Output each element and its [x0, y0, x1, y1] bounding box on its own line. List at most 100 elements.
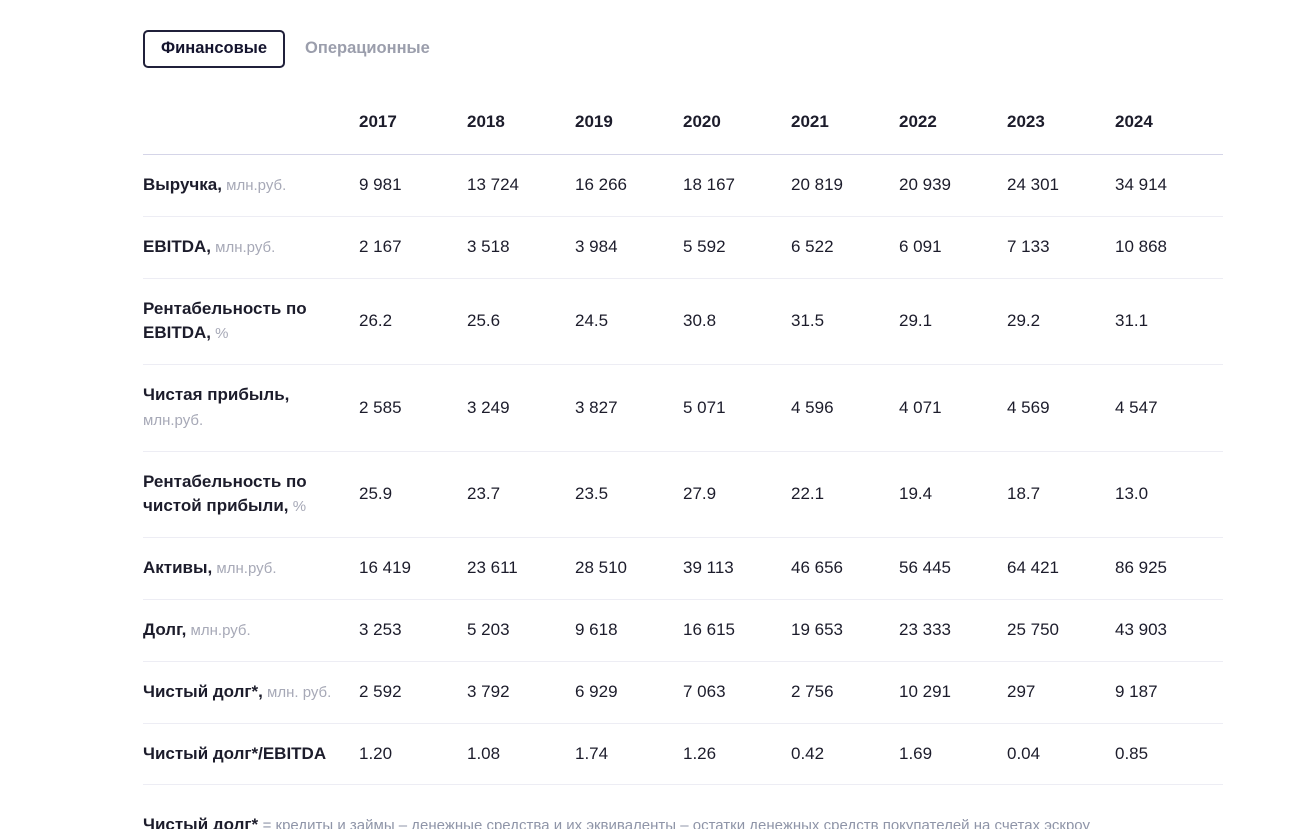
- table-row: Чистый долг*/EBITDA 1.20 1.08 1.74 1.26 0.42 1…: [143, 723, 1223, 784]
- metric-value: 28 510: [575, 558, 627, 577]
- metric-unit: млн.руб.: [143, 411, 204, 429]
- metric-name: EBITDA,: [143, 236, 211, 256]
- metric-value: 1.69: [899, 743, 933, 763]
- footnote-definition: = кредиты и займы – денежные средства и …: [262, 816, 1090, 829]
- metric-value: 25.6: [467, 311, 501, 330]
- year-column-header: 2019: [575, 111, 613, 131]
- metric-value: 0.85: [1115, 743, 1149, 763]
- metric-value: 5 592: [683, 237, 726, 256]
- metric-value: 22.1: [791, 484, 825, 503]
- metric-value: 29.1: [899, 311, 933, 330]
- metric-value: 24 301: [1007, 175, 1059, 194]
- metric-label: Чистая прибыль, млн.руб.: [143, 364, 359, 451]
- tabs: Финансовые Операционные: [143, 30, 1294, 68]
- metric-value: 26.2: [359, 311, 393, 330]
- metric-label: Долг, млн.руб.: [143, 599, 359, 661]
- year-column-header: 2024: [1115, 111, 1153, 131]
- table-row: Долг, млн.руб. 3 253 5 203 9 618 16 615 19 65…: [143, 599, 1223, 661]
- metric-value: 297: [1007, 682, 1036, 701]
- metric-value: 2 585: [359, 397, 402, 417]
- table-row: Чистая прибыль, млн.руб. 2 585 3 249 3 827 5…: [143, 364, 1223, 451]
- year-column-header: 2023: [1007, 111, 1045, 131]
- table-row: Рентабельность по чистой прибыли, % 25.9 2…: [143, 451, 1223, 537]
- metric-value: 46 656: [791, 558, 843, 577]
- metric-value: 9 187: [1115, 682, 1158, 701]
- metric-value: 3 984: [575, 237, 618, 256]
- metric-unit: млн. руб.: [262, 683, 332, 701]
- metric-name: Рентабельность по EBITDA,: [143, 298, 307, 342]
- metric-value: 25 750: [1007, 620, 1059, 639]
- metric-value: 16 266: [575, 175, 627, 194]
- metric-value: 18 167: [683, 175, 735, 194]
- year-column-header: 2021: [791, 111, 829, 131]
- metric-unit: млн.руб.: [212, 559, 277, 577]
- financial-indicators-table: 2017 2018 2019 2020 2021 2022 2023 2024 Выручка…: [143, 112, 1223, 785]
- metric-value: 16 615: [683, 620, 735, 639]
- metric-value: 7 063: [683, 682, 726, 701]
- year-column-header: 2017: [359, 111, 397, 131]
- metric-value: 3 249: [467, 397, 510, 417]
- metric-label: Рентабельность по EBITDA, %: [143, 278, 359, 364]
- metric-value: 3 792: [467, 682, 510, 701]
- metric-value: 30.8: [683, 311, 717, 330]
- metric-label: Рентабельность по чистой прибыли, %: [143, 451, 359, 537]
- year-column-header: 2020: [683, 111, 721, 131]
- metric-value: 3 253: [359, 620, 402, 639]
- table-row: EBITDA, млн.руб. 2 167 3 518 3 984 5 592 6 52…: [143, 216, 1223, 278]
- metric-value: 1.74: [575, 743, 609, 763]
- metric-label: Активы, млн.руб.: [143, 537, 359, 599]
- metric-name: Чистый долг*,: [143, 681, 263, 701]
- metric-value: 13.0: [1115, 484, 1149, 503]
- metric-unit: млн.руб.: [211, 238, 276, 256]
- metric-value: 19 653: [791, 620, 843, 639]
- metric-value: 0.04: [1007, 743, 1041, 763]
- metric-label: Чистый долг*/EBITDA: [143, 723, 359, 784]
- metric-name: Чистый долг*/EBITDA: [143, 743, 327, 763]
- metric-value: 2 756: [791, 682, 834, 701]
- table-row: Активы, млн.руб. 16 419 23 611 28 510 39 113…: [143, 537, 1223, 599]
- metric-value: 23.5: [575, 484, 609, 503]
- metric-value: 10 291: [899, 682, 951, 701]
- metric-value: 16 419: [359, 558, 411, 577]
- metric-value: 18.7: [1007, 484, 1041, 503]
- metric-unit: млн.руб.: [221, 176, 287, 194]
- metric-value: 23 333: [899, 620, 951, 639]
- metric-value: 27.9: [683, 484, 717, 503]
- metric-value: 10 868: [1115, 237, 1167, 256]
- metric-value: 29.2: [1007, 311, 1041, 330]
- metric-label: Выручка, млн.руб.: [143, 154, 359, 216]
- metric-value: 7 133: [1007, 237, 1050, 256]
- metric-value: 4 569: [1007, 397, 1050, 417]
- metric-value: 5 203: [467, 620, 510, 639]
- metric-value: 6 929: [575, 682, 618, 701]
- footnote-term: Чистый долг*: [143, 814, 259, 829]
- metric-value: 3 518: [467, 237, 510, 256]
- metric-value: 9 981: [359, 175, 402, 194]
- metric-label: EBITDA, млн.руб.: [143, 216, 359, 278]
- metric-value: 23 611: [467, 558, 518, 577]
- tab-operational[interactable]: Операционные: [305, 32, 430, 66]
- metric-label: Чистый долг*, млн. руб.: [143, 661, 359, 723]
- metric-value: 1.20: [359, 743, 393, 763]
- metric-value: 4 547: [1115, 397, 1158, 417]
- metric-value: 9 618: [575, 620, 618, 639]
- table-row: Рентабельность по EBITDA, % 26.2 25.6 24.5 3…: [143, 278, 1223, 364]
- metric-value: 24.5: [575, 311, 609, 330]
- metric-value: 6 522: [791, 237, 834, 256]
- metric-value: 1.08: [467, 743, 501, 763]
- metric-unit: %: [211, 324, 229, 342]
- metric-value: 4 596: [791, 397, 834, 417]
- metric-name: Активы,: [143, 557, 213, 577]
- metric-value: 39 113: [683, 558, 734, 577]
- metric-name: Чистая прибыль,: [143, 384, 290, 404]
- metric-value: 20 819: [791, 175, 843, 194]
- metric-value: 25.9: [359, 484, 393, 503]
- metric-unit: %: [288, 497, 307, 515]
- year-column-header: 2022: [899, 111, 937, 131]
- metric-value: 64 421: [1007, 558, 1059, 577]
- metric-value: 6 091: [899, 237, 942, 256]
- metric-value: 43 903: [1115, 620, 1167, 639]
- metric-value: 3 827: [575, 397, 618, 417]
- tab-financial[interactable]: Финансовые: [143, 30, 286, 68]
